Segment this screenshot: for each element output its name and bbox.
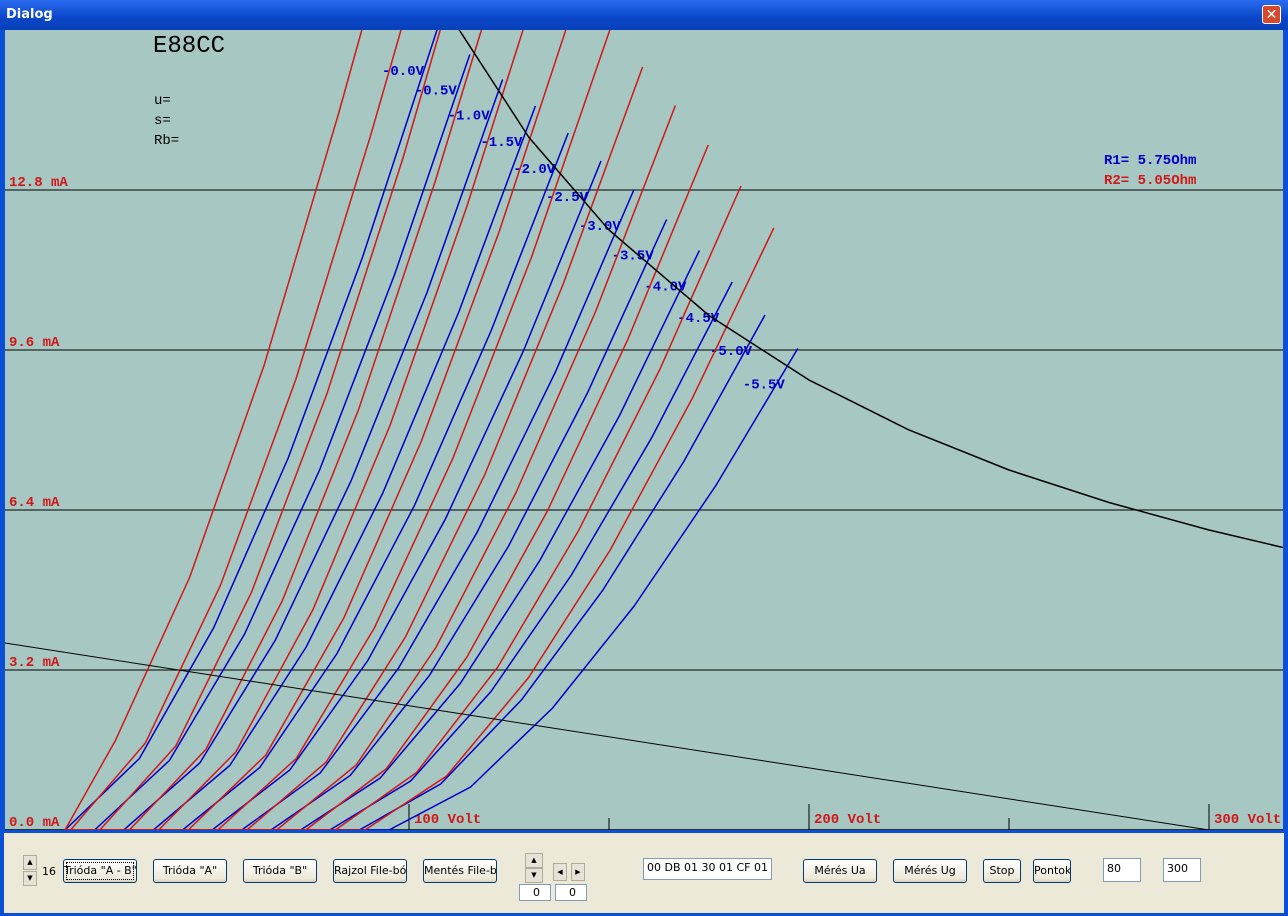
curve: [65, 144, 709, 830]
curve-label: -1.5V: [480, 135, 523, 151]
legend-entry: R1= 5.75Ohm: [1104, 153, 1196, 169]
text-field[interactable]: 0: [555, 884, 587, 901]
y-tick-label: 3.2 mA: [9, 655, 60, 671]
hex-field[interactable]: 00 DB 01 30 01 CF 01 1C: [643, 858, 772, 880]
spin-right[interactable]: ▶: [571, 863, 585, 881]
button[interactable]: Mérés Ug: [893, 859, 967, 883]
chart: E88CC u= s= Rb= 0.0 mA 3.2 mA 6.4 mA 9.6 mA…: [5, 30, 1283, 830]
button[interactable]: Trióda "A": [153, 859, 227, 883]
y-tick-label: 9.6 mA: [9, 335, 60, 351]
curve: [65, 30, 524, 830]
curve-label: -5.5V: [743, 378, 786, 394]
text-field[interactable]: 300: [1163, 858, 1201, 882]
curve: [458, 30, 1283, 549]
curve-label: -5.0V: [710, 344, 753, 360]
curve: [65, 54, 471, 830]
curve: [65, 30, 402, 830]
plot-background: [5, 30, 1283, 830]
curve: [65, 250, 701, 830]
curve: [64, 30, 438, 830]
chart-title: E88CC: [153, 33, 225, 60]
spin-down[interactable]: ▼: [525, 868, 543, 883]
y-tick-label: 12.8 mA: [9, 175, 68, 191]
curve: [65, 227, 775, 830]
curve: [65, 30, 483, 830]
x-tick-label: 200 Volt: [814, 812, 881, 828]
text-field[interactable]: 0: [519, 884, 551, 901]
curve: [65, 132, 569, 830]
button[interactable]: Trióda "B": [243, 859, 317, 883]
close-button[interactable]: ✕: [1262, 5, 1281, 24]
button[interactable]: Trióda "A - B": [63, 859, 137, 883]
window-title: Dialog: [6, 7, 53, 22]
curve: [65, 281, 733, 830]
spin-up[interactable]: ▲: [525, 853, 543, 868]
curve: [65, 219, 668, 830]
spin-left[interactable]: ◀: [553, 863, 567, 881]
curve-label: -0.0V: [382, 64, 425, 80]
text-field[interactable]: 80: [1103, 858, 1141, 882]
title-bar: Dialog ✕: [0, 0, 1288, 30]
curve-label: -3.0V: [579, 219, 622, 235]
counter: 16: [42, 865, 56, 878]
y-tick-label: 6.4 mA: [9, 495, 60, 511]
curve-label: -1.0V: [448, 109, 491, 125]
annotation: u=: [154, 93, 171, 109]
curve: [65, 105, 677, 830]
curve: [65, 189, 635, 830]
curve: [65, 30, 441, 830]
curve: [65, 66, 644, 830]
annotation: s=: [154, 113, 171, 129]
curve: [64, 30, 363, 830]
spin-up[interactable]: ▲: [23, 855, 37, 870]
curve: [65, 348, 799, 830]
curve: [65, 105, 537, 830]
x-tick-label: 300 Volt: [1214, 812, 1281, 828]
curve: [65, 314, 766, 830]
x-tick-label: 100 Volt: [414, 812, 481, 828]
button[interactable]: Mérés Ua: [803, 859, 877, 883]
button[interactable]: Rajzol File-ból: [333, 859, 407, 883]
spin-down[interactable]: ▼: [23, 871, 37, 886]
button[interactable]: Mentés File-ba: [423, 859, 497, 883]
curve-label: -0.5V: [415, 84, 458, 100]
curve-label: -4.0V: [644, 280, 687, 296]
annotation: Rb=: [154, 133, 179, 149]
curve-label: -2.0V: [513, 162, 556, 178]
y-tick-label: 0.0 mA: [9, 815, 60, 830]
button[interactable]: Pontok: [1033, 859, 1071, 883]
curve: [65, 30, 567, 830]
curve: [65, 185, 742, 830]
legend-entry: R2= 5.05Ohm: [1104, 173, 1196, 189]
curve: [65, 160, 602, 830]
curve: [65, 30, 611, 830]
curve: [5, 642, 1210, 830]
curve: [65, 79, 504, 830]
control-panel: ▲ ▼ 16 Trióda "A - B" Trióda "A" Trióda …: [4, 833, 1284, 913]
button[interactable]: Stop: [983, 859, 1021, 883]
